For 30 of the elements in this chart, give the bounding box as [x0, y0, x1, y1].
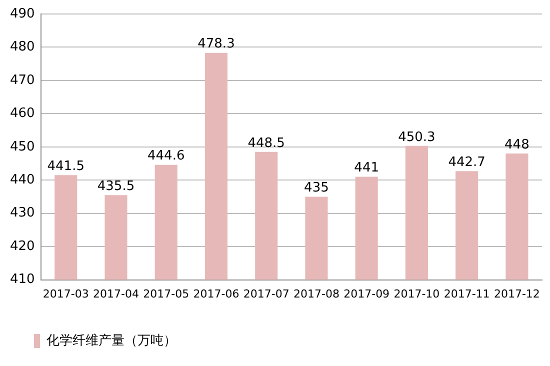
x-tick-label: 2017-06 [193, 287, 240, 300]
data-label: 444.6 [148, 148, 185, 164]
y-tick-label: 480 [10, 40, 35, 55]
data-label: 441 [354, 160, 379, 176]
data-label: 448 [504, 137, 530, 152]
y-tick-label: 460 [10, 106, 35, 122]
x-tick-label: 2017-11 [444, 287, 490, 300]
x-tick-label: 2017-04 [93, 287, 139, 300]
x-tick-label: 2017-08 [293, 287, 340, 300]
x-tick-label: 2017-12 [494, 287, 540, 300]
legend-label: 化学纤维产量（万吨） [46, 333, 176, 348]
data-label: 478.3 [198, 36, 235, 52]
x-tick-label: 2017-07 [243, 287, 290, 300]
data-label: 435 [304, 180, 329, 196]
y-tick-label: 490 [10, 6, 35, 22]
data-label: 435.5 [97, 178, 135, 194]
y-tick-label: 470 [10, 72, 35, 88]
x-tick-label: 2017-10 [394, 287, 440, 300]
data-label: 441.5 [47, 159, 84, 174]
y-tick-label: 420 [10, 238, 35, 254]
y-tick-label: 440 [10, 172, 35, 188]
x-tick-label: 2017-09 [344, 287, 390, 300]
data-label: 448.5 [248, 136, 285, 151]
x-tick-label: 2017-03 [42, 287, 89, 300]
data-label: 450.3 [398, 130, 436, 145]
y-tick-label: 430 [10, 206, 35, 221]
x-tick-label: 2017-05 [143, 287, 190, 300]
data-label: 442.7 [448, 155, 486, 170]
y-tick-label: 410 [10, 272, 35, 288]
y-tick-label: 450 [10, 139, 35, 154]
